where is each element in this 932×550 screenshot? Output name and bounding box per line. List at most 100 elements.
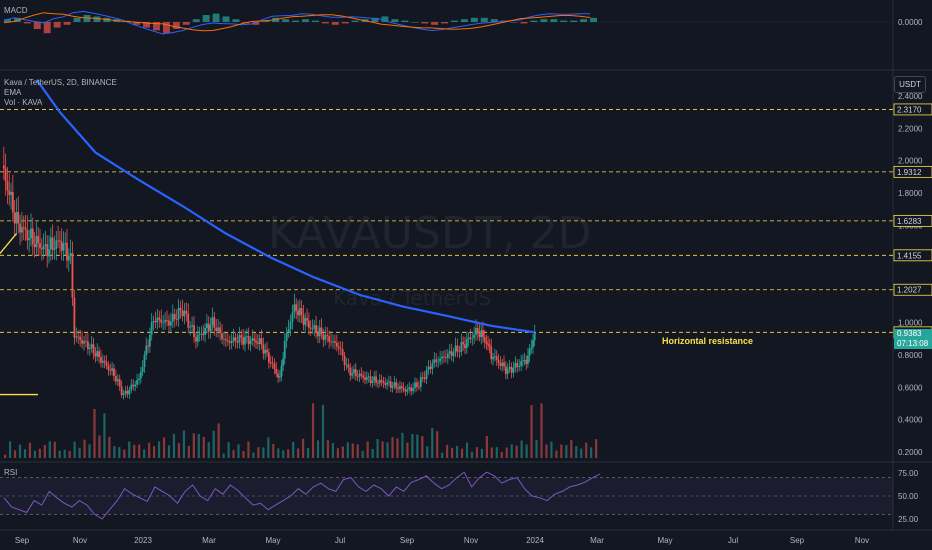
- candle-body: [221, 333, 223, 339]
- candle-body: [465, 339, 468, 349]
- volume-bar: [182, 430, 185, 458]
- candle-body: [152, 321, 155, 323]
- volume-bar: [123, 449, 126, 458]
- candle-body: [258, 338, 261, 344]
- macd-histogram-bar: [321, 22, 329, 24]
- candle-body: [337, 346, 340, 349]
- candle-body: [397, 388, 400, 390]
- candle-body: [506, 368, 509, 375]
- candle-body: [37, 236, 40, 244]
- candle-body: [103, 360, 106, 363]
- candle-body: [232, 337, 235, 341]
- candle-body: [362, 375, 365, 378]
- candle-body: [11, 192, 14, 213]
- volume-bar: [93, 408, 96, 458]
- candle-body: [456, 345, 459, 352]
- descending-trendline: [0, 233, 17, 255]
- candle-body: [532, 340, 534, 348]
- candle-body: [412, 388, 414, 392]
- volume-bar: [103, 413, 106, 458]
- candle-body: [138, 378, 140, 381]
- candle-body: [224, 338, 227, 341]
- candle-body: [169, 321, 172, 326]
- macd-histogram-bar: [431, 22, 439, 25]
- candle-body: [262, 344, 265, 354]
- time-axis-label: 2023: [134, 536, 152, 545]
- volume-bar: [540, 403, 543, 458]
- volume-bar: [361, 450, 364, 458]
- candle-body: [335, 342, 338, 347]
- candle-body: [330, 341, 332, 343]
- candle-body: [377, 382, 379, 384]
- volume-bar: [4, 454, 7, 458]
- candle-body: [158, 317, 161, 320]
- volume-bar: [227, 442, 230, 458]
- candle-body: [195, 337, 197, 342]
- volume-bar: [48, 441, 51, 458]
- volume-bar: [366, 441, 369, 458]
- time-axis-label: May: [265, 536, 280, 545]
- macd-histogram-bar: [490, 19, 498, 22]
- volume-bar: [401, 432, 404, 458]
- candle-body: [431, 363, 434, 369]
- volume-bar: [207, 442, 210, 458]
- candle-body: [365, 377, 368, 380]
- macd-histogram-bar: [331, 22, 339, 25]
- candle-body: [328, 336, 331, 342]
- volume-bar: [73, 441, 76, 458]
- candle-body: [260, 338, 263, 345]
- currency-button[interactable]: USDT: [894, 76, 926, 93]
- candle-body: [238, 335, 241, 343]
- candle-body: [273, 363, 276, 369]
- candle-body: [490, 346, 493, 360]
- candle-body: [525, 359, 528, 364]
- candle-body: [202, 333, 205, 335]
- macd-histogram-bar: [550, 19, 558, 22]
- candle-body: [42, 246, 45, 250]
- macd-histogram-bar: [292, 20, 300, 22]
- volume-bar: [460, 448, 464, 458]
- candle-body: [317, 332, 319, 337]
- candle-body: [46, 244, 49, 257]
- candle-body: [100, 357, 102, 363]
- candle-body: [40, 248, 43, 250]
- candle-body: [446, 353, 449, 358]
- volume-bar: [535, 440, 538, 458]
- candle-body: [191, 325, 194, 327]
- candle-body: [217, 327, 220, 331]
- candle-body: [393, 382, 396, 386]
- candle-body: [24, 227, 27, 230]
- volume-bar: [252, 452, 255, 458]
- volume-bar: [38, 448, 41, 458]
- candle-body: [349, 367, 352, 376]
- candle-body: [439, 358, 442, 362]
- rsi-pane-label: RSI: [4, 468, 18, 477]
- candle-body: [264, 349, 267, 354]
- candle-body: [77, 336, 80, 338]
- candle-body: [483, 337, 486, 342]
- macd-histogram-bar: [63, 22, 71, 25]
- volume-bar: [257, 447, 260, 458]
- macd-histogram-bar: [381, 16, 389, 22]
- price-tick-label: 0.2000: [898, 448, 923, 457]
- time-axis-label: Mar: [590, 536, 604, 545]
- candle-body: [501, 362, 504, 366]
- candle-body: [269, 362, 272, 364]
- volume-bar: [53, 441, 56, 458]
- candle-body: [521, 360, 524, 362]
- volume-bar: [326, 440, 330, 458]
- candle-body: [48, 249, 50, 257]
- candle-body: [347, 364, 350, 368]
- candle-body: [282, 358, 285, 366]
- volume-bar: [495, 447, 498, 458]
- candle-body: [177, 307, 180, 320]
- candle-body: [437, 361, 440, 363]
- candle-body: [450, 351, 453, 356]
- candle-body: [198, 333, 201, 335]
- candle-body: [448, 351, 451, 354]
- candle-body: [98, 351, 100, 358]
- last-price-value: 0.9383: [897, 329, 922, 338]
- candle-body: [364, 377, 366, 380]
- candle-body: [492, 357, 494, 360]
- macd-histogram-bar: [590, 17, 598, 22]
